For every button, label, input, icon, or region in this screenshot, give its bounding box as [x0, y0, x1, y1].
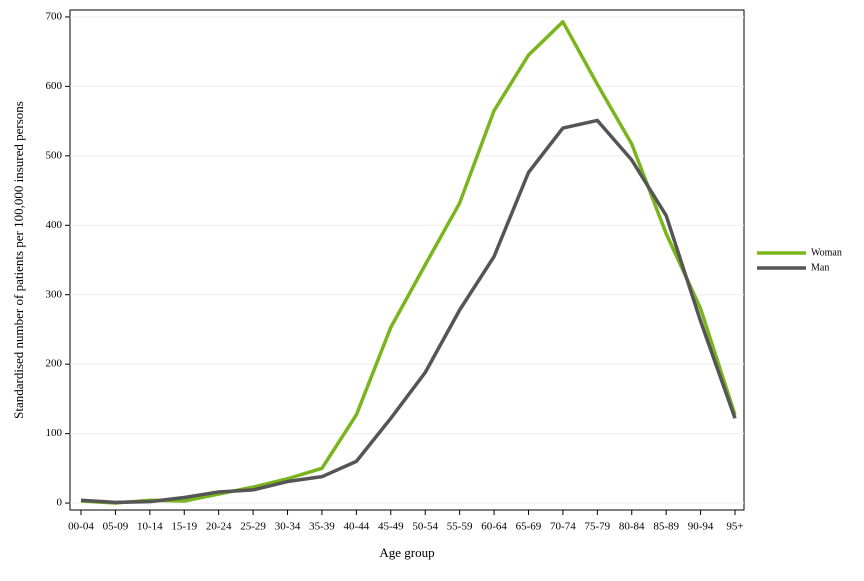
x-tick-label: 45-49 [378, 521, 404, 533]
y-axis-label: Standardised number of patients per 100,… [11, 101, 26, 419]
y-tick-label: 400 [46, 219, 63, 231]
x-tick-label: 10-14 [137, 521, 163, 533]
legend-label: Man [811, 262, 829, 273]
y-tick-label: 700 [46, 10, 63, 22]
x-tick-label: 00-04 [68, 521, 94, 533]
x-tick-label: 95+ [726, 521, 743, 533]
x-tick-label: 25-29 [240, 521, 266, 533]
x-tick-label: 20-24 [206, 521, 232, 533]
x-tick-label: 55-59 [447, 521, 473, 533]
x-tick-label: 50-54 [412, 521, 438, 533]
y-tick-label: 200 [46, 358, 63, 370]
y-tick-label: 500 [46, 149, 63, 161]
x-tick-label: 60-64 [481, 521, 507, 533]
x-tick-label: 15-19 [171, 521, 197, 533]
y-tick-label: 100 [46, 427, 63, 439]
y-tick-label: 0 [57, 497, 63, 509]
y-tick-label: 300 [46, 288, 63, 300]
x-tick-label: 30-34 [275, 521, 301, 533]
legend-label: Woman [811, 247, 842, 258]
x-tick-label: 05-09 [103, 521, 129, 533]
x-axis-label: Age group [379, 545, 434, 560]
line-series [80, 20, 737, 505]
x-tick-label: 80-84 [619, 521, 645, 533]
x-tick-label: 75-79 [584, 521, 610, 533]
x-tick-label: 40-44 [344, 521, 370, 533]
x-tick-label: 90-94 [688, 521, 714, 533]
x-tick-label: 65-69 [516, 521, 542, 533]
line-series [80, 118, 737, 505]
x-tick-label: 35-39 [309, 521, 335, 533]
plot-frame [69, 9, 745, 511]
y-tick-label: 600 [46, 80, 63, 92]
x-tick-label: 85-89 [653, 521, 679, 533]
x-tick-label: 70-74 [550, 521, 576, 533]
